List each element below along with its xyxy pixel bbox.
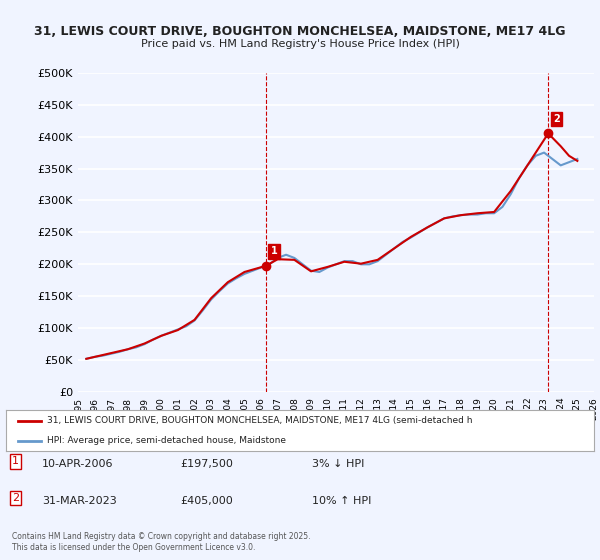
Text: 2: 2: [12, 493, 19, 503]
Text: 31, LEWIS COURT DRIVE, BOUGHTON MONCHELSEA, MAIDSTONE, ME17 4LG: 31, LEWIS COURT DRIVE, BOUGHTON MONCHELS…: [34, 25, 566, 38]
Text: 10-APR-2006: 10-APR-2006: [42, 459, 113, 469]
Text: 10% ↑ HPI: 10% ↑ HPI: [312, 496, 371, 506]
Text: £405,000: £405,000: [180, 496, 233, 506]
Text: 1: 1: [271, 246, 277, 256]
Text: £197,500: £197,500: [180, 459, 233, 469]
Text: 3% ↓ HPI: 3% ↓ HPI: [312, 459, 364, 469]
Text: Contains HM Land Registry data © Crown copyright and database right 2025.
This d: Contains HM Land Registry data © Crown c…: [12, 532, 311, 552]
Text: 1: 1: [12, 456, 19, 466]
Text: Price paid vs. HM Land Registry's House Price Index (HPI): Price paid vs. HM Land Registry's House …: [140, 39, 460, 49]
Text: 2: 2: [553, 114, 560, 124]
Text: HPI: Average price, semi-detached house, Maidstone: HPI: Average price, semi-detached house,…: [47, 436, 286, 445]
Text: 31, LEWIS COURT DRIVE, BOUGHTON MONCHELSEA, MAIDSTONE, ME17 4LG (semi-detached h: 31, LEWIS COURT DRIVE, BOUGHTON MONCHELS…: [47, 416, 473, 425]
Text: 31-MAR-2023: 31-MAR-2023: [42, 496, 117, 506]
